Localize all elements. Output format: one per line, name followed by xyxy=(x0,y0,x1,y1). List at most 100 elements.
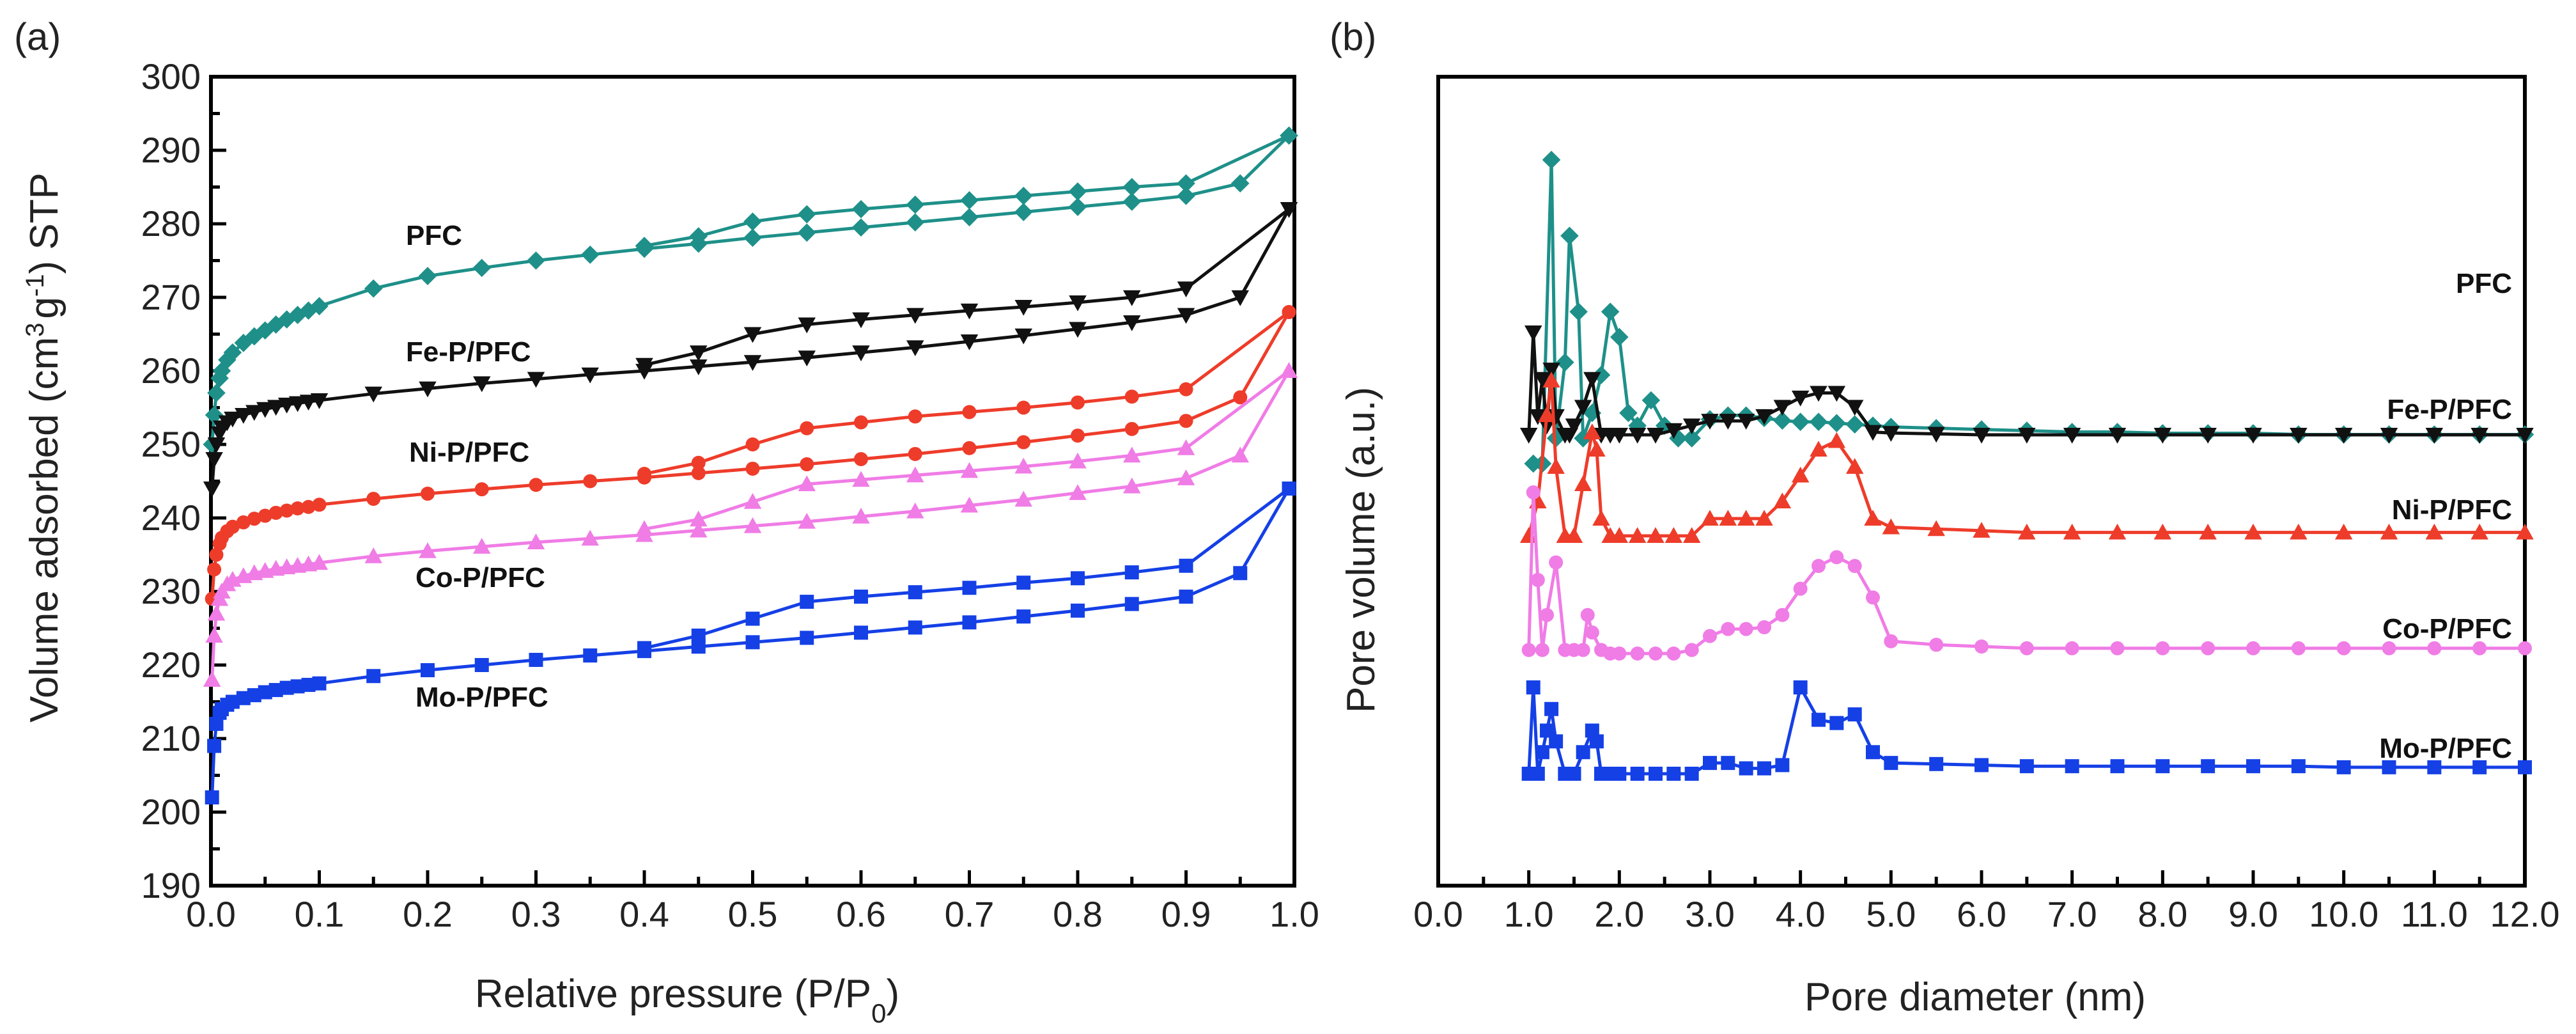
panel-a-pfc-adsorption-point xyxy=(689,234,708,253)
panel-a-ni-p-pfc-adsorption-point xyxy=(207,562,222,577)
panel-b-x-tick-label: 8.0 xyxy=(2138,894,2187,934)
panel-a-y-tick-label: 260 xyxy=(141,350,201,391)
panel-b-ni-p-pfc-point xyxy=(2153,523,2172,540)
panel-a-co-p-pfc-adsorption-point xyxy=(205,627,223,643)
panel-b-pfc-point xyxy=(1827,414,1846,432)
panel-b-pore-distribution: 0.0 1.0 2.0 3.0 4.0 5.0 6.0 7.0 8.0 9.0 10.0 11.0 12… xyxy=(1413,75,2560,934)
panel-a-pfc-desorption-point xyxy=(1122,178,1142,196)
panel-a-ni-p-pfc-adsorption-point xyxy=(1124,421,1139,436)
panel-a-series-ni-p-pfc xyxy=(205,305,1296,606)
panel-a-ni-p-pfc-adsorption-point xyxy=(301,499,316,514)
panel-a-pfc-desorption-point xyxy=(906,195,925,214)
panel-b-ni-p-pfc-point xyxy=(1882,518,1900,535)
panel-b-mo-p-pfc-point xyxy=(1630,767,1645,781)
panel-a-mo-p-pfc-adsorption-point xyxy=(301,678,316,693)
panel-a-y-tick-label: 230 xyxy=(141,571,201,611)
panel-a-fe-p-pfc-desorption-point xyxy=(743,327,762,343)
panel-b-mo-p-pfc-point xyxy=(1929,756,1944,771)
panel-a-pfc-desorption-point xyxy=(1014,187,1033,205)
panel-b-ni-p-pfc-point xyxy=(2380,523,2398,540)
panel-b-fe-p-pfc-point xyxy=(1519,428,1538,444)
panel-a-y-tick-label: 300 xyxy=(141,56,201,97)
panel-b-fe-p-pfc-point xyxy=(2199,428,2217,444)
panel-a-pfc-adsorption-point xyxy=(797,223,816,242)
panel-a-pfc-adsorption-point xyxy=(288,306,307,324)
panel-b-co-p-pfc-point xyxy=(1793,581,1808,596)
panel-b-pfc-point xyxy=(1569,302,1588,321)
panel-a-pfc-adsorption-point xyxy=(210,369,229,388)
panel-b-mo-p-pfc-point xyxy=(1757,761,1771,776)
panel-a-ni-p-pfc-adsorption-point xyxy=(312,497,327,512)
panel-a-mo-p-pfc-adsorption-point xyxy=(691,639,706,654)
panel-b-fe-p-pfc-point xyxy=(2290,428,2308,444)
panel-a-series-co-p-pfc xyxy=(203,362,1298,687)
panel-a-ni-p-pfc-desorption-point xyxy=(854,415,868,430)
panel-b-mo-p-pfc-point xyxy=(2201,759,2215,774)
panel-a-pfc-desorption-point xyxy=(851,200,871,219)
panel-b-ni-p-pfc-point xyxy=(1845,458,1864,474)
panel-a-pfc-adsorption-point xyxy=(418,267,437,285)
panel-a-ni-p-pfc-adsorption-point xyxy=(209,547,224,562)
panel-a-y-tick-label: 280 xyxy=(141,203,201,244)
panel-b-mo-p-pfc-point xyxy=(2065,759,2079,774)
panel-a-co-p-pfc-desorption xyxy=(644,370,1291,531)
panel-a-pfc-adsorption-point xyxy=(277,310,296,329)
panel-b-fe-p-pfc-point xyxy=(1845,400,1864,416)
panel-b-ni-p-pfc-point xyxy=(2063,523,2081,540)
panel-a-series-fe-p-pfc xyxy=(203,202,1298,497)
panel-b-ni-p-pfc-point xyxy=(1755,510,1773,526)
panel-a-mo-p-pfc-desorption-point xyxy=(1124,565,1139,580)
panel-a-x-tick-label: 0.5 xyxy=(728,894,778,934)
panel-a-mo-p-pfc-adsorption-point xyxy=(1071,603,1085,618)
panel-b-co-p-pfc-point xyxy=(1703,629,1717,643)
panel-b-fe-p-pfc-point xyxy=(1647,428,1664,444)
panel-a-co-p-pfc-adsorption-point xyxy=(1280,362,1298,378)
panel-a-pfc-desorption-point xyxy=(797,205,816,224)
panel-a-co-p-pfc-adsorption-point xyxy=(1014,490,1032,507)
panel-b-pfc-point xyxy=(1641,391,1661,410)
panel-a-pfc-desorption-point xyxy=(1177,174,1195,193)
panel-a-fe-p-pfc-adsorption-point xyxy=(235,408,252,424)
panel-a-mo-p-pfc-adsorption-point xyxy=(800,631,814,645)
panel-b-fe-p-pfc-point xyxy=(1583,372,1601,388)
panel-b-fe-p-pfc-point xyxy=(2063,428,2081,444)
panel-b-ni-p-pfc-point xyxy=(1647,527,1664,543)
panel-b-co-p-pfc-point xyxy=(1576,643,1590,657)
panel-a-pfc-adsorption-point xyxy=(207,384,226,402)
panel-a-x-tick-label: 0.4 xyxy=(619,894,669,934)
panel-a-mo-p-pfc-desorption-point xyxy=(908,585,922,600)
panel-b-fe-p-pfc-point xyxy=(1827,386,1846,402)
panel-a-pfc-adsorption-point xyxy=(580,246,600,264)
panel-b-mo-p-pfc-point xyxy=(1739,761,1753,776)
panel-a-mo-p-pfc-desorption-point xyxy=(854,590,868,604)
panel-a-fe-p-pfc-adsorption-point xyxy=(310,393,329,409)
panel-a-co-p-pfc-adsorption-point xyxy=(310,554,329,570)
panel-b-mo-p-pfc-point xyxy=(1540,723,1554,738)
panel-b-fe-p-pfc-point xyxy=(1542,363,1560,379)
panel-a-fe-p-pfc-desorption-point xyxy=(960,303,979,320)
panel-b-label-co-p-pfc: Co-P/PFC xyxy=(2382,613,2512,645)
panel-b-fe-p-pfc-point xyxy=(1701,414,1719,430)
panel-a-label-ni-p-pfc: Ni-P/PFC xyxy=(409,437,529,468)
panel-a-co-p-pfc-adsorption-point xyxy=(960,496,979,513)
panel-a-co-p-pfc-adsorption-point xyxy=(1069,484,1087,500)
panel-b-co-p-pfc-point xyxy=(2382,641,2396,655)
panel-a-y-tick-label: 190 xyxy=(141,865,201,905)
panel-a-ni-p-pfc-desorption-point xyxy=(691,455,706,470)
panel-b-co-p-pfc-point xyxy=(2246,641,2260,655)
panel-b-ni-p-pfc-point xyxy=(2199,523,2217,540)
panel-a-co-p-pfc-desorption-point xyxy=(852,471,870,487)
panel-a-mo-p-pfc-adsorption-point xyxy=(236,691,251,705)
panel-b-fe-p-pfc-point xyxy=(1864,425,1882,441)
panel-a-mo-p-pfc-adsorption-point xyxy=(209,717,224,731)
panel-a-ni-p-pfc-adsorption-point xyxy=(745,461,760,476)
panel-a-fe-p-pfc-desorption-point xyxy=(798,317,816,334)
panel-b-pfc-point xyxy=(1610,327,1629,347)
panel-b-mo-p-pfc-point xyxy=(1649,767,1663,781)
panel-a-ni-p-pfc-adsorption-point xyxy=(1179,414,1193,428)
panel-b-fe-p-pfc-point xyxy=(2244,428,2262,444)
panel-b-ni-p-pfc-point xyxy=(1864,510,1882,526)
panel-a-fe-p-pfc-adsorption-point xyxy=(852,345,870,361)
panel-b-co-p-pfc-point xyxy=(1649,646,1663,661)
panel-a-co-p-pfc-adsorption-point xyxy=(473,538,491,554)
